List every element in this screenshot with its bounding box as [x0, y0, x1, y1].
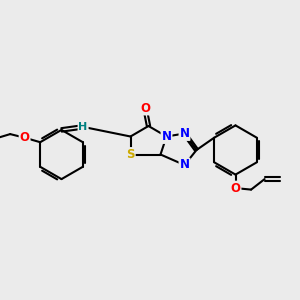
Text: N: N — [179, 158, 190, 172]
Text: O: O — [140, 101, 150, 115]
Text: N: N — [161, 130, 172, 143]
Text: N: N — [179, 127, 190, 140]
Text: H: H — [79, 122, 88, 132]
Text: O: O — [20, 131, 30, 144]
Text: S: S — [126, 148, 135, 161]
Text: O: O — [230, 182, 241, 195]
